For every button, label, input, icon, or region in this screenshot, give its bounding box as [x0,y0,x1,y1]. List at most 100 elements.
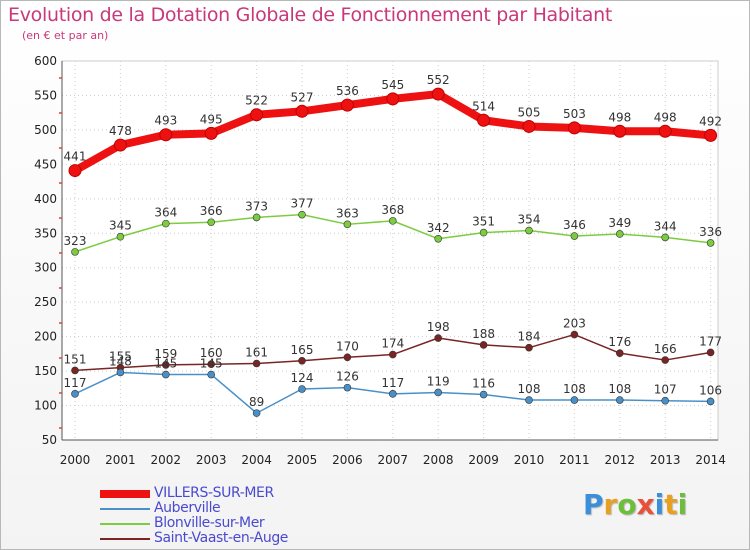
legend-swatch [100,538,150,540]
legend-label: Blonville-sur-Mer [154,515,265,531]
data-label: 354 [518,213,541,227]
data-label: 184 [518,330,541,344]
data-label: 552 [427,73,450,87]
x-tick-label: 2009 [468,453,499,467]
data-point [479,228,488,237]
data-label: 124 [291,371,314,385]
data-point [386,92,400,106]
data-point [207,370,215,379]
data-point [525,226,533,235]
data-label: 344 [654,219,677,233]
x-tick-label: 2003 [196,453,227,467]
data-point [116,368,125,377]
legend-label: VILLERS-SUR-MER [154,485,274,501]
data-label: 188 [472,327,495,341]
data-label: 108 [563,382,586,396]
data-point [567,121,581,135]
y-tick-label: 200 [34,330,57,344]
data-label: 495 [200,112,223,126]
data-label: 377 [291,197,314,211]
data-point [479,390,488,399]
proxiti-logo: Proxiti [583,488,688,521]
chart-subtitle: (en € et par an) [22,29,109,42]
data-point [68,164,82,178]
legend-label: Auberville [154,500,221,516]
data-label: 492 [699,114,722,128]
data-point [570,396,579,404]
data-label: 174 [381,337,404,351]
data-label: 148 [109,354,132,368]
data-label: 505 [518,105,541,119]
data-label: 364 [154,206,177,220]
y-tick-label: 550 [34,88,57,102]
x-tick-label: 2011 [559,453,590,467]
data-point [71,248,79,256]
data-point [570,232,579,240]
data-point [113,138,127,152]
data-label: 166 [654,342,677,356]
data-point [388,217,397,225]
data-label: 345 [109,219,132,233]
data-point [525,396,533,404]
data-point [570,330,579,339]
data-label: 336 [699,225,722,239]
data-label: 170 [336,339,359,353]
data-label: 536 [336,84,359,98]
data-point [298,210,306,219]
data-label: 351 [472,215,495,229]
data-label: 498 [654,110,677,124]
x-tick-label: 2006 [332,453,363,467]
data-point [343,220,352,229]
y-tick-label: 500 [34,123,57,137]
data-label: 478 [109,124,132,138]
data-point [477,113,491,127]
data-label: 346 [563,218,586,232]
data-point [525,343,533,352]
data-point [615,349,624,357]
data-point [661,233,670,242]
data-point [479,341,488,349]
data-label: 441 [64,150,87,164]
data-point [162,361,170,369]
data-point [434,388,443,397]
x-tick-label: 2008 [423,453,454,467]
data-label: 165 [291,343,314,357]
data-label: 145 [154,357,177,371]
x-tick-label: 2000 [60,453,91,467]
data-label: 527 [291,90,314,104]
data-label: 89 [249,395,264,409]
x-tick-label: 2007 [378,453,409,467]
data-point [204,126,218,140]
x-tick-label: 2013 [650,453,681,467]
data-point [71,366,79,375]
data-point [340,98,354,112]
y-tick-label: 450 [34,157,57,171]
data-point [434,334,443,342]
data-point [522,119,536,133]
data-point [298,356,306,365]
y-tick-label: 250 [34,295,57,309]
y-tick-label: 100 [34,399,57,413]
y-tick-label: 350 [34,226,57,240]
data-point [704,128,718,142]
data-point [252,213,261,222]
data-label: 151 [64,352,87,366]
data-point [343,383,352,392]
data-point [706,397,715,406]
data-label: 108 [518,382,541,396]
y-tick-label: 150 [34,364,57,378]
data-point [434,234,443,243]
data-label: 323 [64,234,87,248]
x-tick-label: 2012 [605,453,636,467]
data-point [706,239,715,247]
data-label: 108 [608,382,631,396]
data-label: 106 [699,383,722,397]
data-label: 161 [245,346,268,360]
data-point [613,124,627,138]
data-label: 117 [381,376,404,390]
data-point [159,128,173,142]
x-tick-label: 2002 [151,453,182,467]
data-point [431,87,445,101]
data-point [661,396,670,405]
